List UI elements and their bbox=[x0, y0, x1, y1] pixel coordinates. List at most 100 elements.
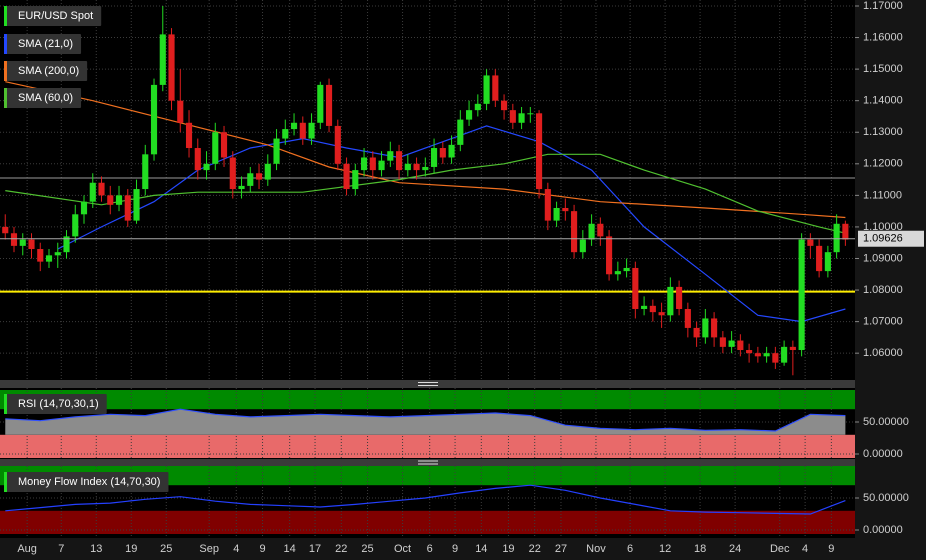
candle-body bbox=[212, 132, 219, 164]
candle-body bbox=[606, 236, 613, 275]
x-tick-label: Aug bbox=[17, 543, 37, 555]
y-tick-label: 0.00000 bbox=[863, 524, 903, 536]
candle-body bbox=[142, 154, 149, 190]
candle-body bbox=[133, 189, 140, 221]
legend-swatch bbox=[4, 472, 7, 492]
candle-body bbox=[404, 163, 411, 171]
candle-body bbox=[509, 110, 516, 123]
candle-body bbox=[98, 182, 105, 196]
candle-body bbox=[579, 239, 586, 253]
legend-swatch bbox=[4, 6, 7, 26]
candle-body bbox=[378, 160, 385, 171]
candle-body bbox=[789, 346, 796, 351]
x-tick-label: 18 bbox=[694, 543, 706, 555]
candle-body bbox=[824, 252, 831, 272]
candle-body bbox=[220, 132, 228, 158]
candle-body bbox=[684, 308, 691, 328]
candle-body bbox=[483, 75, 490, 104]
y-tick-label: 1.07000 bbox=[863, 316, 903, 328]
legend-swatch bbox=[4, 394, 7, 414]
y-tick-label: 1.17000 bbox=[863, 0, 903, 12]
x-tick-label: 17 bbox=[309, 543, 321, 555]
candle-body bbox=[308, 122, 315, 139]
y-tick-label: 1.16000 bbox=[863, 31, 903, 43]
panel bbox=[0, 0, 855, 380]
candle-body bbox=[693, 327, 700, 338]
candle-body bbox=[203, 163, 210, 171]
candle-body bbox=[719, 337, 726, 347]
candle-body bbox=[317, 84, 324, 123]
x-tick-label: 25 bbox=[160, 543, 172, 555]
candle-body bbox=[150, 84, 158, 155]
x-tick-label: 14 bbox=[284, 543, 296, 555]
candle-body bbox=[457, 119, 464, 145]
candle-body bbox=[527, 113, 534, 115]
candle-body bbox=[448, 144, 455, 158]
candle-body bbox=[124, 195, 131, 221]
candle-body bbox=[754, 353, 761, 357]
candle-body bbox=[711, 318, 718, 338]
legend-label: SMA (21,0) bbox=[18, 38, 73, 50]
candle-body bbox=[492, 75, 499, 101]
candle-body bbox=[439, 148, 446, 158]
level-band bbox=[0, 434, 855, 458]
candle-body bbox=[737, 340, 744, 351]
y-tick-label: 50.00000 bbox=[863, 416, 909, 428]
resize-handle[interactable] bbox=[418, 382, 438, 465]
y-tick-label: 50.00000 bbox=[863, 492, 909, 504]
x-tick-label: Sep bbox=[199, 543, 219, 555]
legend-label: EUR/USD Spot bbox=[18, 10, 93, 22]
x-tick-label: 14 bbox=[475, 543, 487, 555]
x-tick-label: 6 bbox=[627, 543, 633, 555]
candle-body bbox=[632, 267, 639, 309]
panel-separator[interactable] bbox=[0, 380, 855, 388]
x-tick-label: 6 bbox=[427, 543, 433, 555]
legend-box bbox=[4, 472, 169, 492]
candle-body bbox=[807, 239, 814, 246]
candle-body bbox=[413, 163, 420, 171]
legend-swatch bbox=[4, 61, 7, 81]
candle-body bbox=[299, 122, 306, 139]
y-tick-label: 1.14000 bbox=[863, 95, 903, 107]
panel-separator[interactable] bbox=[0, 459, 855, 466]
x-tick-label: 19 bbox=[125, 543, 137, 555]
candle-body bbox=[28, 239, 35, 250]
x-tick-label: 9 bbox=[259, 543, 265, 555]
x-tick-label: 13 bbox=[90, 543, 102, 555]
candle-body bbox=[649, 305, 656, 313]
legend-swatch bbox=[4, 88, 7, 108]
line bbox=[5, 153, 846, 234]
candle-body bbox=[571, 211, 578, 253]
candle-body bbox=[89, 182, 96, 202]
candle-body bbox=[54, 252, 61, 256]
panel bbox=[0, 388, 855, 460]
candle-body bbox=[194, 148, 201, 171]
candle-body bbox=[474, 103, 481, 111]
candle-body bbox=[2, 226, 9, 234]
candle-body bbox=[842, 223, 849, 240]
candle-body bbox=[343, 163, 350, 190]
legend-label: SMA (200,0) bbox=[18, 65, 79, 77]
candle-body bbox=[238, 185, 245, 190]
legend-label: SMA (60,0) bbox=[18, 92, 73, 104]
x-tick-label: 22 bbox=[529, 543, 541, 555]
candle-body bbox=[72, 214, 79, 237]
legend-swatch bbox=[4, 34, 7, 54]
candle-body bbox=[360, 157, 368, 171]
legend-box bbox=[4, 88, 82, 108]
candle-body bbox=[10, 233, 18, 246]
candle-body bbox=[395, 151, 403, 171]
candle-body bbox=[63, 236, 70, 253]
x-tick-label: 9 bbox=[452, 543, 458, 555]
candle-body bbox=[518, 113, 525, 123]
candle-body bbox=[466, 110, 473, 120]
candle-body bbox=[536, 113, 543, 190]
x-tick-label: 4 bbox=[802, 543, 808, 555]
legend-label: Money Flow Index (14,70,30) bbox=[18, 476, 160, 488]
x-tick-label: 24 bbox=[729, 543, 741, 555]
candle-body bbox=[667, 286, 674, 316]
line bbox=[5, 408, 846, 432]
x-tick-label: 25 bbox=[361, 543, 373, 555]
plot-area bbox=[0, 0, 855, 380]
